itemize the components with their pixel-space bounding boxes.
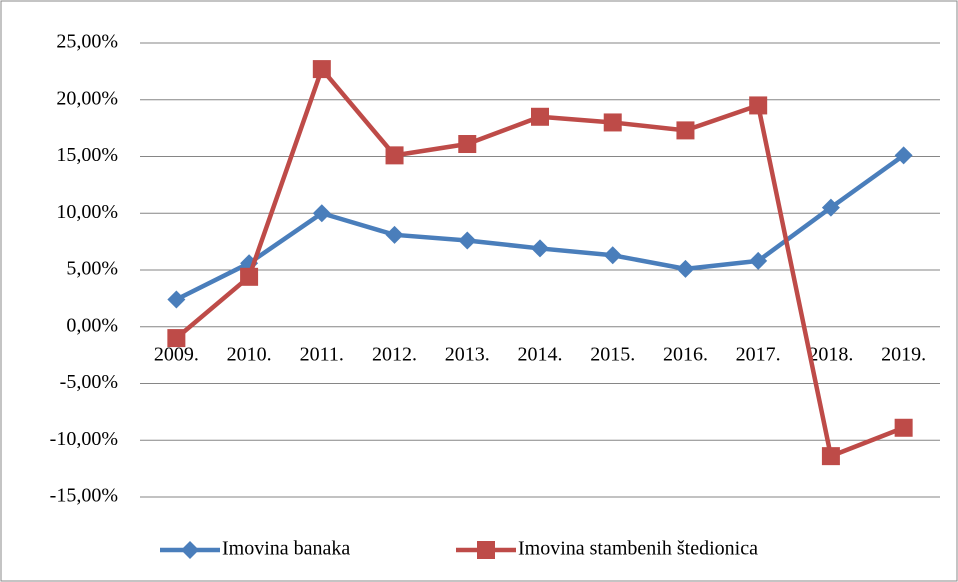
point-marker xyxy=(167,329,186,348)
x-tick-label: 2009. xyxy=(154,343,199,365)
point-marker xyxy=(385,146,404,165)
y-tick-label: -10,00% xyxy=(50,428,118,450)
point-marker xyxy=(676,259,695,278)
point-marker xyxy=(312,204,331,223)
point-marker xyxy=(458,135,477,154)
legend-label: Imovina stambenih štedionica xyxy=(518,538,758,560)
y-tick-label: 20,00% xyxy=(56,87,118,109)
point-marker xyxy=(603,246,622,265)
point-marker xyxy=(312,60,331,79)
y-tick-label: 10,00% xyxy=(56,201,118,223)
point-marker xyxy=(385,225,404,244)
x-tick-label: 2018. xyxy=(808,343,853,365)
x-tick-label: 2012. xyxy=(372,343,417,365)
point-marker xyxy=(531,239,549,258)
x-tick-label: 2013. xyxy=(445,343,490,365)
x-tick-label: 2016. xyxy=(663,343,708,365)
x-tick-label: 2015. xyxy=(590,343,635,365)
point-marker xyxy=(240,267,259,286)
point-marker xyxy=(458,231,477,250)
point-marker xyxy=(531,107,549,126)
point-marker xyxy=(894,418,913,437)
x-tick-label: 2019. xyxy=(881,343,926,365)
x-tick-label: 2017. xyxy=(736,343,781,365)
point-marker xyxy=(749,96,768,115)
y-tick-label: 5,00% xyxy=(66,258,118,280)
y-tick-label: -5,00% xyxy=(60,371,118,393)
point-marker xyxy=(676,121,695,140)
point-marker xyxy=(167,290,186,309)
y-tick-label: -15,00% xyxy=(50,485,118,507)
x-tick-label: 2014. xyxy=(518,343,563,365)
point-marker xyxy=(821,198,840,217)
y-tick-label: 15,00% xyxy=(56,144,118,166)
point-marker xyxy=(603,113,622,132)
y-tick-label: 25,00% xyxy=(56,31,118,53)
legend-label: Imovina banaka xyxy=(222,538,350,560)
x-tick-label: 2011. xyxy=(300,343,344,365)
legend-marker xyxy=(181,541,199,559)
y-tick-label: 0,00% xyxy=(66,314,118,336)
x-tick-label: 2010. xyxy=(227,343,272,365)
legend-marker xyxy=(477,541,495,559)
point-marker xyxy=(821,447,840,466)
point-marker xyxy=(894,146,913,165)
point-marker xyxy=(749,251,768,270)
